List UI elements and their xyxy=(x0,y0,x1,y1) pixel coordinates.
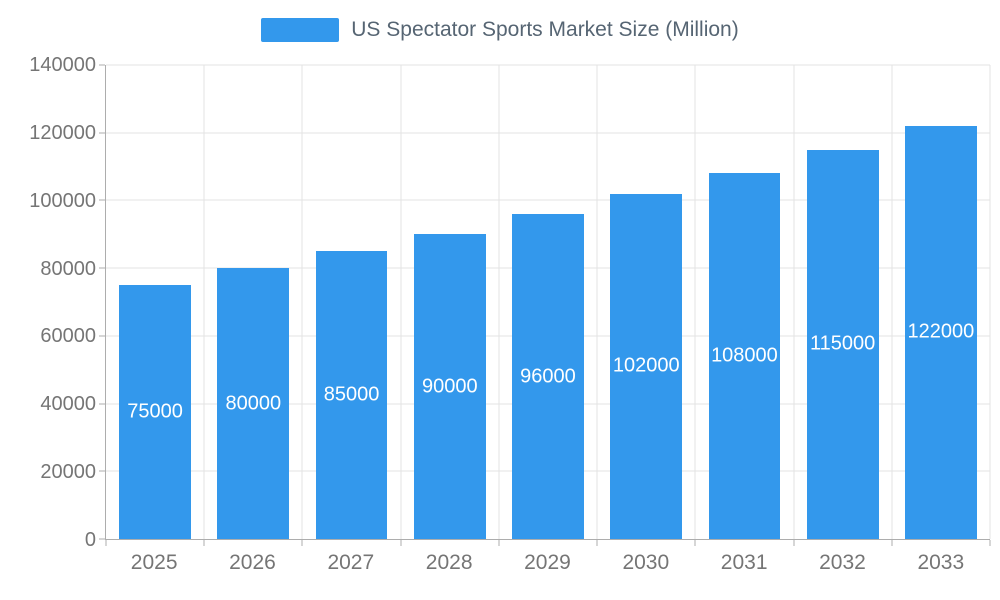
bar-2032: 115000 xyxy=(806,149,879,539)
gridline-horizontal xyxy=(106,132,990,134)
x-axis: 2025 2026 2027 2028 2029 2030 2031 2032 2033 xyxy=(105,550,990,580)
gridline-vertical xyxy=(891,65,893,539)
bar-slot: 122000 xyxy=(892,65,990,539)
bar-2025: 75000 xyxy=(119,285,191,539)
x-axis-tick xyxy=(400,540,402,546)
x-axis-tick-label: 2033 xyxy=(917,551,965,574)
bar-value-label: 115000 xyxy=(810,332,876,355)
legend-label: US Spectator Sports Market Size (Million… xyxy=(351,18,739,41)
bar-slot: 75000 xyxy=(106,65,204,539)
y-axis-tick xyxy=(99,470,105,472)
bar-value-label: 75000 xyxy=(127,400,183,423)
gridline-vertical xyxy=(400,65,402,539)
bar-2031: 108000 xyxy=(708,173,781,539)
x-axis-tick-label: 2030 xyxy=(622,551,670,574)
bar-value-label: 108000 xyxy=(711,344,778,367)
x-axis-tick xyxy=(498,540,500,546)
x-axis-tick-label: 2027 xyxy=(327,551,375,574)
bar-value-label: 102000 xyxy=(612,354,680,377)
bar-slot: 85000 xyxy=(302,65,400,539)
gridline-horizontal xyxy=(106,199,990,201)
x-axis-tick xyxy=(793,540,795,546)
legend-swatch-icon xyxy=(261,18,340,42)
y-axis-tick-label: 40000 xyxy=(40,393,96,416)
y-axis-tick xyxy=(99,132,105,134)
y-axis-tick-label: 60000 xyxy=(40,325,96,348)
y-axis-tick-label: 80000 xyxy=(40,257,96,280)
y-axis-tick-label: 0 xyxy=(84,529,96,551)
x-axis-tick-label: 2029 xyxy=(524,551,571,574)
bar-value-label: 80000 xyxy=(225,392,282,415)
y-axis-tick xyxy=(99,335,105,337)
bar-value-label: 90000 xyxy=(421,375,478,398)
bar-slot: 108000 xyxy=(695,65,793,539)
x-axis-tick xyxy=(989,540,991,546)
x-axis-tick xyxy=(105,540,107,546)
bar-2026: 80000 xyxy=(217,268,290,539)
plot-area: 75000 80000 85000 90000 96000 102000 108000 115… xyxy=(99,64,991,546)
x-axis-tick-label: 2032 xyxy=(819,551,866,574)
bar-2033: 122000 xyxy=(905,125,977,539)
gridline-vertical xyxy=(498,65,500,539)
gridline-horizontal xyxy=(106,64,990,66)
x-axis-tick-label: 2028 xyxy=(425,551,473,574)
x-axis-tick-label: 2031 xyxy=(720,551,768,574)
y-axis-tick-label: 20000 xyxy=(40,461,96,484)
gridline-vertical xyxy=(301,65,303,539)
x-axis-tick-label: 2025 xyxy=(130,551,178,574)
bar-slot: 115000 xyxy=(794,65,892,539)
bar-2030: 102000 xyxy=(610,193,683,539)
bar-value-label: 122000 xyxy=(907,320,975,343)
x-axis-tick xyxy=(203,540,205,546)
gridline-vertical xyxy=(203,65,205,539)
y-axis-tick-label: 100000 xyxy=(29,189,96,212)
bar-slot: 96000 xyxy=(499,65,597,539)
gridline-vertical xyxy=(793,65,795,539)
bar-value-label: 96000 xyxy=(520,365,576,387)
y-axis-tick xyxy=(99,403,105,405)
y-axis-tick xyxy=(99,199,105,201)
y-axis-tick xyxy=(99,267,105,269)
x-axis-tick xyxy=(596,540,598,546)
legend[interactable]: US Spectator Sports Market Size (Million… xyxy=(0,16,1000,44)
bar-slot: 90000 xyxy=(401,65,499,539)
x-axis-tick xyxy=(891,540,893,546)
gridline-vertical xyxy=(694,65,696,539)
bar-2027: 85000 xyxy=(315,251,388,539)
bar-2028: 90000 xyxy=(413,234,486,539)
x-axis-tick-label: 2026 xyxy=(229,551,276,574)
y-axis-tick-label: 140000 xyxy=(29,54,96,76)
bar-2029: 96000 xyxy=(512,213,584,539)
y-axis-tick xyxy=(99,538,105,540)
bar-slot: 102000 xyxy=(597,65,695,539)
y-axis: 0 20000 40000 60000 80000 100000 120000 140000 xyxy=(0,55,96,550)
y-axis-tick-label: 120000 xyxy=(29,121,96,144)
gridline-vertical xyxy=(989,65,991,539)
x-axis-tick xyxy=(301,540,303,546)
x-axis-tick xyxy=(694,540,696,546)
y-axis-tick xyxy=(99,64,105,66)
bar-value-label: 85000 xyxy=(323,383,380,406)
bar-slot: 80000 xyxy=(204,65,302,539)
gridline-vertical xyxy=(596,65,598,539)
